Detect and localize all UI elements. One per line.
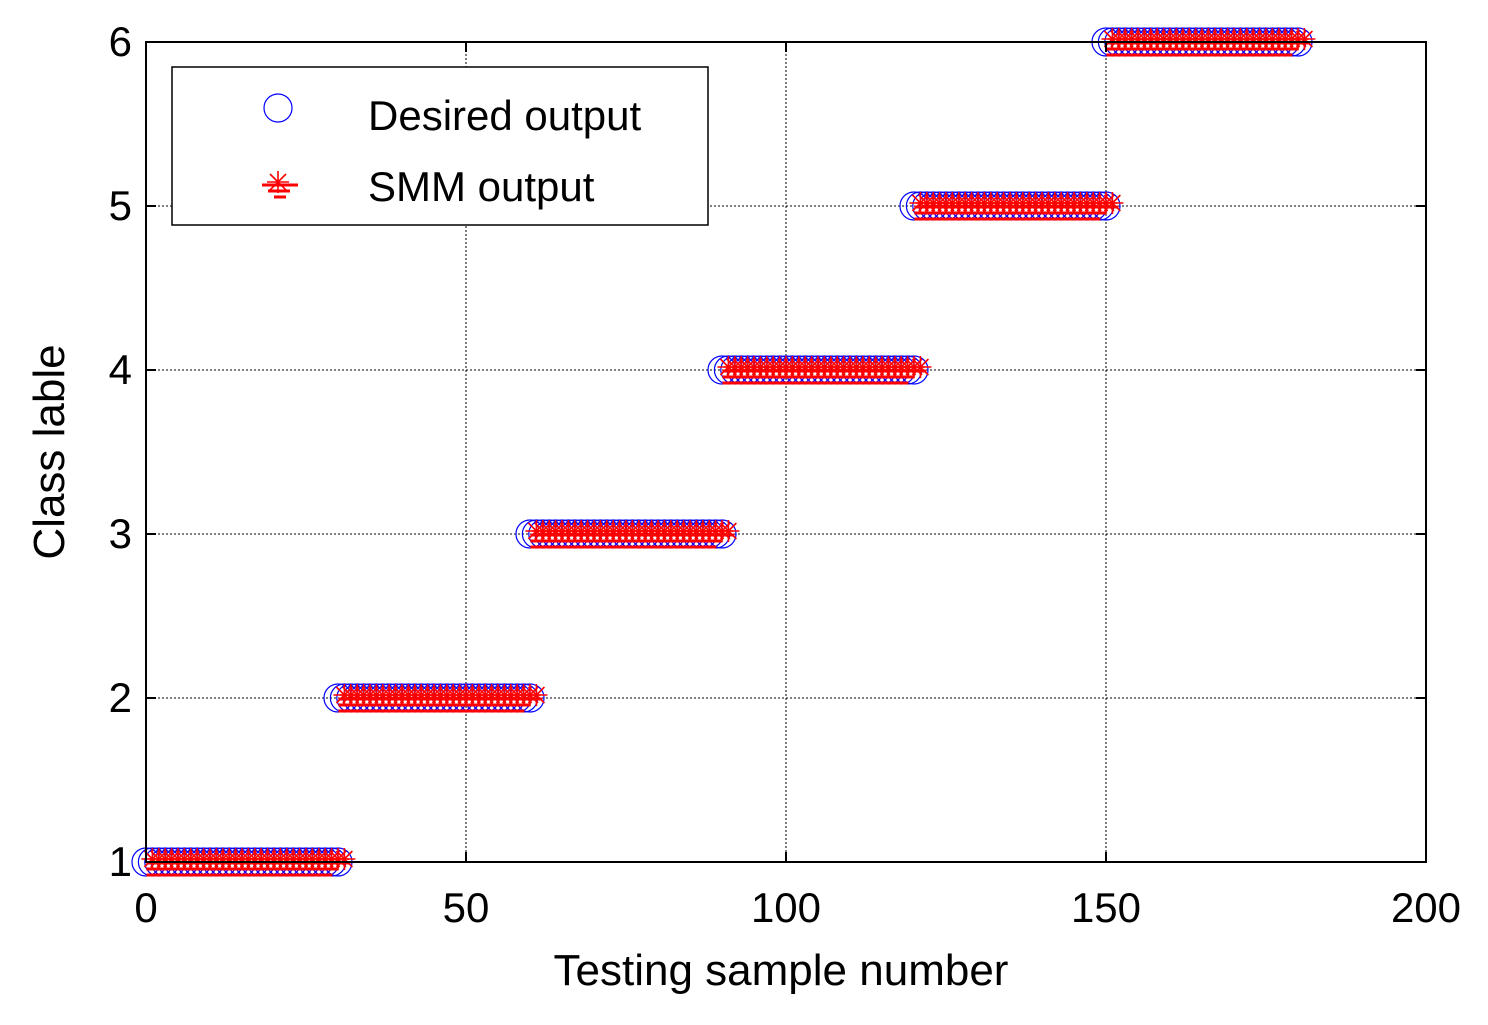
smm-point bbox=[333, 848, 356, 870]
legend: Desired output SMM output bbox=[171, 66, 709, 226]
legend-star-icon bbox=[267, 171, 289, 193]
smm-point bbox=[717, 520, 740, 542]
ticks-layer bbox=[145, 41, 1427, 863]
legend-box bbox=[171, 66, 709, 226]
legend-label-smm-output: SMM output bbox=[368, 163, 595, 210]
legend-label-desired-output: Desired output bbox=[368, 92, 641, 139]
legend-marker-desired-output bbox=[263, 93, 293, 123]
y-tick-label-3: 3 bbox=[109, 510, 132, 557]
y-tick-label-4: 4 bbox=[109, 346, 132, 393]
series-smm-output bbox=[141, 28, 1316, 877]
legend-circle-icon bbox=[263, 93, 293, 123]
smm-point bbox=[909, 356, 932, 378]
y-axis-label: Class lable bbox=[25, 344, 74, 559]
y-tick-label-2: 2 bbox=[109, 674, 132, 721]
y-tick-label-1: 1 bbox=[109, 838, 132, 885]
smm-point bbox=[1293, 28, 1316, 50]
x-axis-label: Testing sample number bbox=[554, 946, 1009, 995]
x-tick-label-100: 100 bbox=[751, 884, 821, 931]
x-tick-label-0: 0 bbox=[134, 884, 157, 931]
smm-point bbox=[525, 684, 548, 706]
legend-marker-smm-output bbox=[262, 171, 298, 199]
x-tick-label-150: 150 bbox=[1071, 884, 1141, 931]
y-tick-label-6: 6 bbox=[109, 18, 132, 65]
x-tick-label-50: 50 bbox=[443, 884, 490, 931]
smm-point bbox=[1101, 192, 1124, 214]
x-tick-label-200: 200 bbox=[1391, 884, 1461, 931]
y-tick-label-5: 5 bbox=[109, 182, 132, 229]
tick-labels-layer: 0 50 100 150 200 1 2 3 4 5 6 bbox=[109, 18, 1461, 931]
